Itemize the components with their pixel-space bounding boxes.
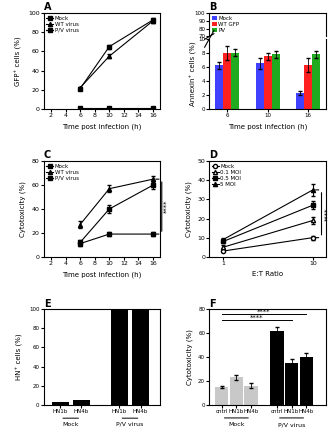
Legend: Mock, WT GFP, PV: Mock, WT GFP, PV [212, 16, 239, 33]
Bar [312, 85, 320, 91]
Text: P/V virus: P/V virus [278, 422, 305, 427]
Legend: Mock, WT virus, P/V virus: Mock, WT virus, P/V virus [46, 16, 79, 33]
Bar [285, 363, 298, 405]
Text: F: F [209, 298, 216, 308]
Bar [312, 54, 320, 109]
X-axis label: Time post infection (h): Time post infection (h) [62, 124, 142, 130]
Text: E: E [44, 298, 50, 308]
Bar [229, 378, 243, 405]
Y-axis label: Annexin⁺ cells (%): Annexin⁺ cells (%) [190, 41, 197, 106]
Bar [215, 86, 223, 91]
Bar [215, 66, 223, 109]
Bar [256, 63, 263, 109]
Text: A: A [44, 3, 51, 12]
Text: ****: **** [257, 308, 271, 315]
Text: D: D [209, 150, 217, 161]
X-axis label: E:T Ratio: E:T Ratio [252, 271, 283, 278]
X-axis label: Time post infection (h): Time post infection (h) [228, 124, 307, 130]
Bar [296, 93, 304, 109]
Text: C: C [44, 150, 51, 161]
Bar [232, 53, 240, 109]
Text: ****: **** [164, 200, 170, 213]
Text: ****: **** [250, 315, 263, 320]
Bar [271, 85, 280, 91]
Bar [111, 310, 128, 405]
Bar [223, 84, 232, 91]
Bar [232, 84, 240, 91]
Bar [304, 66, 312, 109]
Bar [304, 86, 312, 91]
Bar [263, 85, 271, 91]
Text: Mock: Mock [62, 422, 79, 427]
Bar [52, 402, 69, 405]
Y-axis label: Cytotoxicity (%): Cytotoxicity (%) [19, 181, 26, 237]
Text: B: B [209, 3, 217, 12]
Y-axis label: GFP⁺ cells (%): GFP⁺ cells (%) [15, 36, 22, 86]
Bar [73, 400, 90, 405]
X-axis label: Time post infection (h): Time post infection (h) [62, 271, 142, 278]
Text: ****: **** [325, 208, 331, 221]
Bar [244, 386, 258, 405]
Bar [270, 331, 284, 405]
Bar [132, 310, 149, 405]
Legend: Mock, WT virus, P/V virus: Mock, WT virus, P/V virus [46, 164, 79, 181]
Bar [215, 387, 228, 405]
Bar [263, 56, 271, 109]
Y-axis label: Cytotoxicity (%): Cytotoxicity (%) [186, 329, 193, 385]
Bar [256, 86, 263, 91]
Y-axis label: HN⁺ cells (%): HN⁺ cells (%) [16, 334, 24, 380]
Text: P/V virus: P/V virus [116, 422, 144, 427]
Y-axis label: Cytotoxicity (%): Cytotoxicity (%) [185, 181, 192, 237]
Legend: Mock, 0.1 MOI, 0.5 MOI, 5 MOI: Mock, 0.1 MOI, 0.5 MOI, 5 MOI [212, 164, 241, 187]
Bar [223, 53, 232, 109]
Bar [271, 54, 280, 109]
Bar [299, 357, 313, 405]
Text: Mock: Mock [228, 422, 245, 427]
Bar [296, 89, 304, 91]
